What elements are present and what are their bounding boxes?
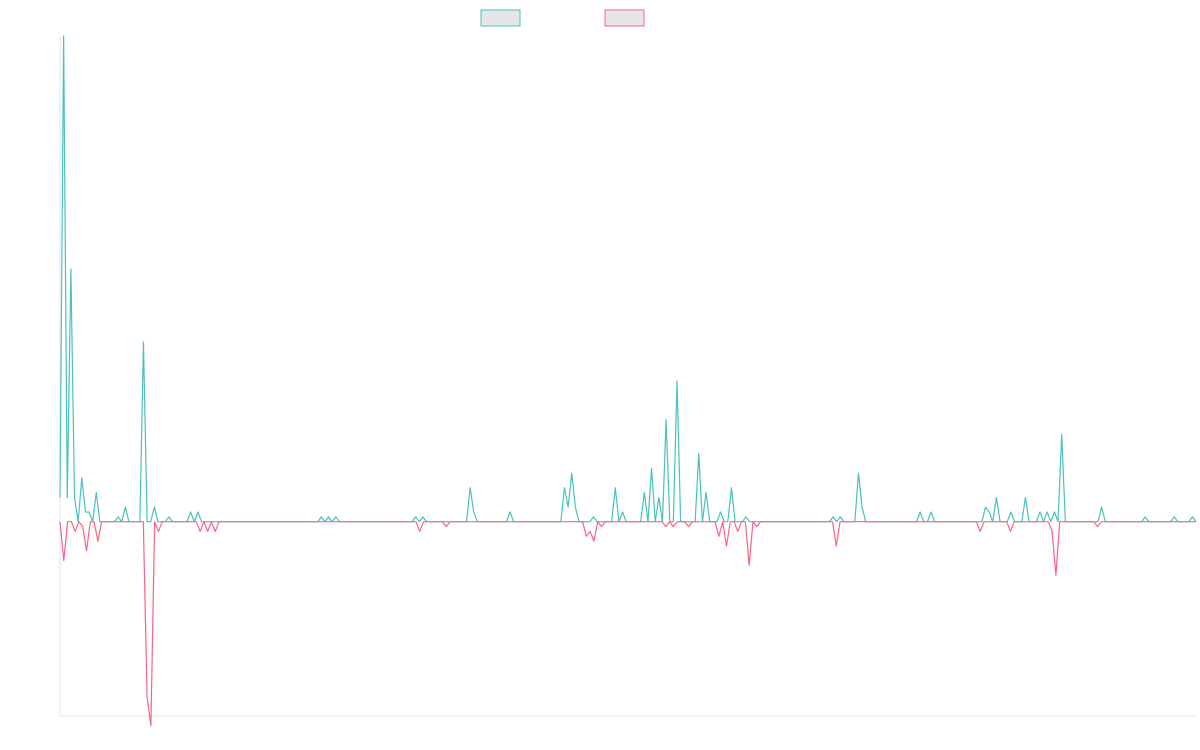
legend-swatch-series-b (604, 9, 645, 27)
legend-item-series-a[interactable] (480, 9, 521, 27)
series-line-a[interactable] (59, 35, 1197, 523)
series-line-b[interactable] (59, 521, 1196, 727)
legend-item-series-b[interactable] (604, 9, 645, 27)
series-group (59, 35, 1197, 727)
legend (480, 9, 645, 27)
legend-swatch-series-a (480, 9, 521, 27)
